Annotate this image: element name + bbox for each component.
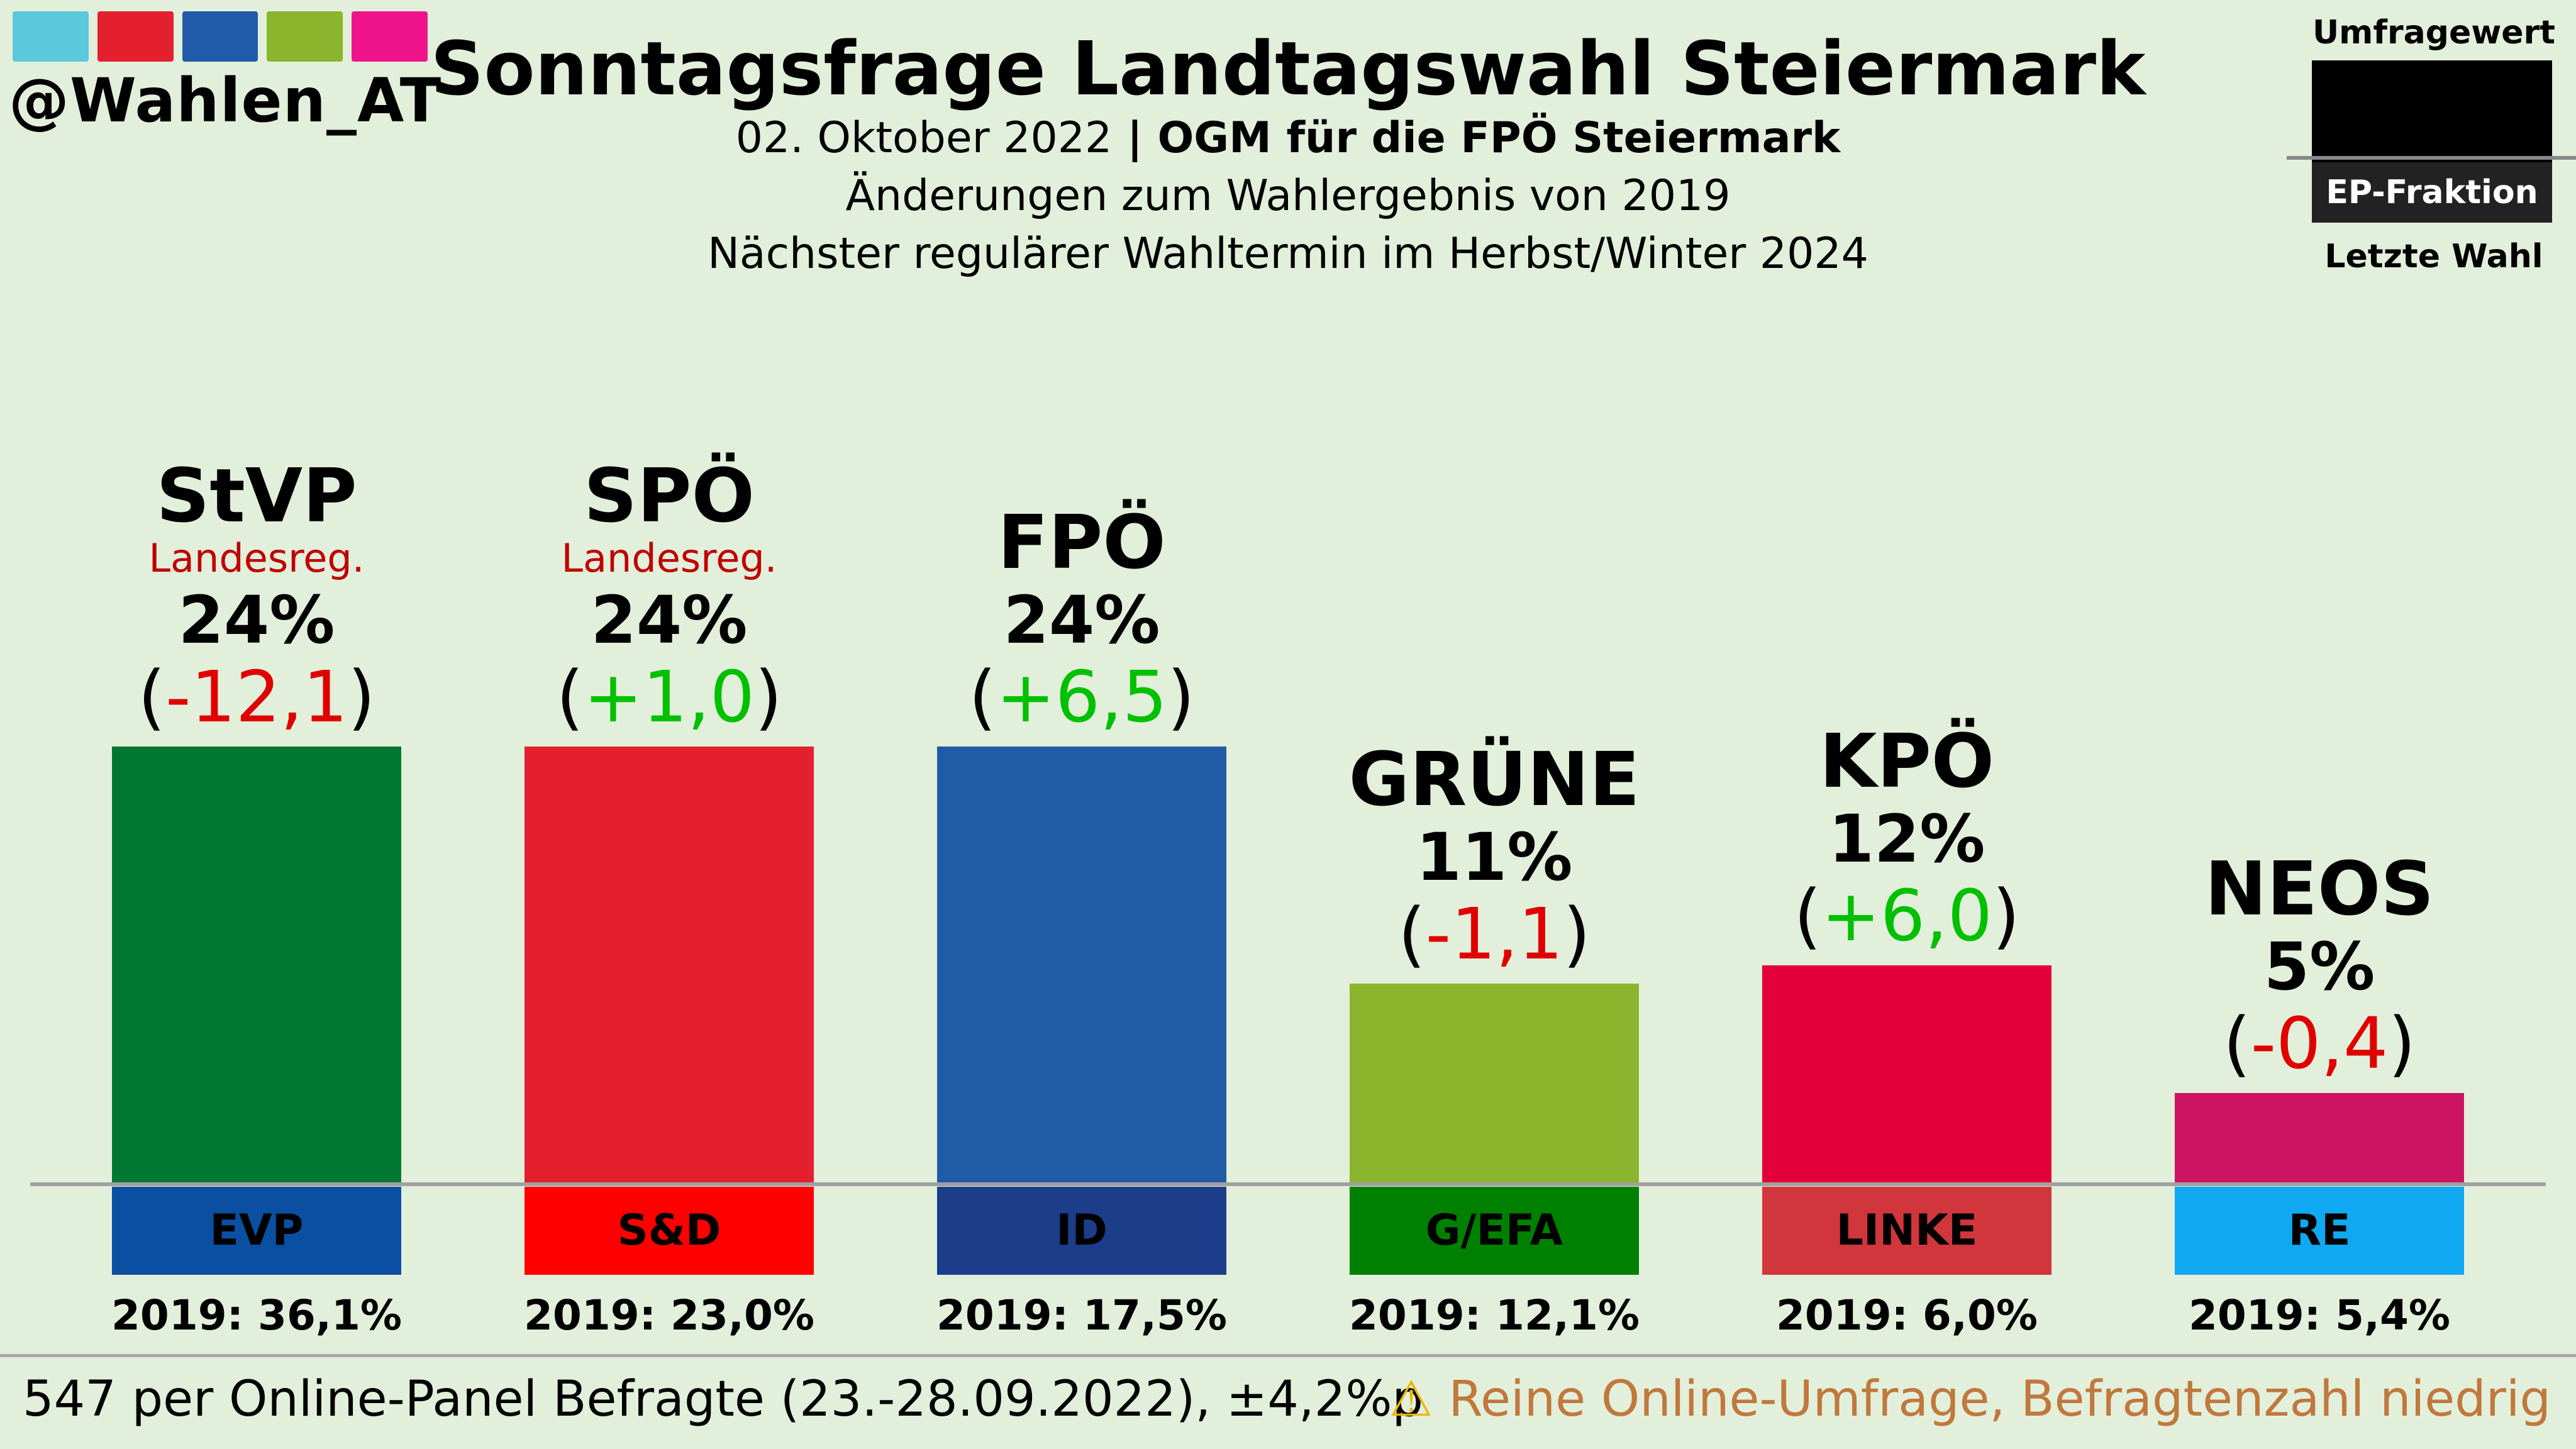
faction-label: G/EFA	[1350, 1187, 1639, 1275]
party-name: NEOS	[2204, 845, 2434, 932]
change-value: -1,1	[1425, 894, 1563, 975]
value-label: 5%	[2263, 928, 2375, 1005]
faction-label: ID	[937, 1187, 1226, 1275]
last-election-result: 2019: 23,0%	[523, 1291, 815, 1340]
party-name: GRÜNE	[1348, 736, 1640, 823]
party-name: KPÖ	[1819, 718, 1995, 804]
faction-label: EVP	[112, 1187, 401, 1275]
poll-institute: OGM für die FPÖ Steiermark	[1157, 113, 1841, 163]
bar-spö	[525, 747, 814, 1184]
value-label: 11%	[1416, 819, 1573, 896]
logo-color-blocks	[13, 11, 428, 62]
value-label: 24%	[178, 582, 335, 658]
sample-info: 547 per Online-Panel Befragte (23.-28.09…	[23, 1371, 1423, 1428]
warning-note: ⚠ Reine Online-Umfrage, Befragtenzahl ni…	[1389, 1371, 2551, 1428]
logo-block	[352, 11, 428, 62]
change-value: +1,0	[584, 657, 755, 738]
bar-fpö	[937, 747, 1226, 1184]
bar-kpö	[1762, 965, 2051, 1184]
bar-neos	[2175, 1093, 2464, 1184]
logo-block	[13, 11, 89, 62]
poll-date: 02. Oktober 2022	[735, 113, 1113, 163]
value-label: 24%	[1003, 582, 1160, 658]
warning-icon: ⚠	[1389, 1371, 1433, 1428]
government-badge: Landesreg.	[148, 535, 365, 581]
change-value: +6,5	[996, 657, 1167, 738]
value-label: 12%	[1828, 801, 1985, 877]
party-name: FPÖ	[997, 499, 1166, 586]
next-election-note: Nächster regulärer Wahltermin im Herbst/…	[708, 229, 1868, 279]
faction-label: S&D	[525, 1187, 814, 1275]
government-badge: Landesreg.	[561, 535, 777, 581]
chart-baseline	[30, 1182, 2546, 1186]
change-value: -0,4	[2250, 1003, 2389, 1085]
last-election-result: 2019: 6,0%	[1775, 1291, 2038, 1340]
changes-note: Änderungen zum Wahlergebnis von 2019	[845, 171, 1731, 221]
legend-faction-label: EP-Fraktion	[2312, 162, 2552, 223]
footer-divider	[0, 1354, 2576, 1357]
bar-grüne	[1350, 984, 1639, 1184]
party-name: SPÖ	[584, 452, 755, 539]
change-label: (-1,1)	[1398, 894, 1591, 975]
change-value: +6,0	[1821, 875, 1992, 957]
brand-handle: @Wahlen_AT	[9, 65, 442, 136]
last-election-result: 2019: 5,4%	[2188, 1291, 2451, 1340]
change-label: (+1,0)	[556, 657, 782, 738]
change-value: -12,1	[165, 657, 348, 738]
change-label: (-0,4)	[2223, 1003, 2416, 1085]
chart-title: Sonntagsfrage Landtagswahl Steiermark	[430, 25, 2146, 112]
change-label: (+6,5)	[969, 657, 1195, 738]
subtitle: 02. Oktober 2022 | OGM für die FPÖ Steie…	[0, 113, 2576, 163]
logo-block	[97, 11, 174, 62]
separator: |	[1112, 113, 1158, 163]
legend-last-election-label: Letzte Wahl	[2324, 238, 2543, 275]
last-election-result: 2019: 17,5%	[936, 1291, 1228, 1340]
warning-text: Reine Online-Umfrage, Befragtenzahl nied…	[1448, 1371, 2551, 1428]
last-election-result: 2019: 36,1%	[111, 1291, 402, 1340]
legend-baseline	[2287, 156, 2576, 160]
legend-poll-label: Umfragewert	[2312, 14, 2556, 52]
change-label: (-12,1)	[138, 657, 375, 738]
faction-label: LINKE	[1762, 1187, 2051, 1275]
change-label: (+6,0)	[1794, 875, 2020, 957]
party-name: StVP	[156, 452, 357, 539]
logo-block	[267, 11, 343, 62]
last-election-result: 2019: 12,1%	[1348, 1291, 1640, 1340]
faction-label: RE	[2175, 1187, 2464, 1275]
legend-bar-swatch	[2312, 60, 2552, 164]
value-label: 24%	[591, 582, 748, 658]
bar-stvp	[112, 747, 401, 1184]
logo-block	[182, 11, 258, 62]
